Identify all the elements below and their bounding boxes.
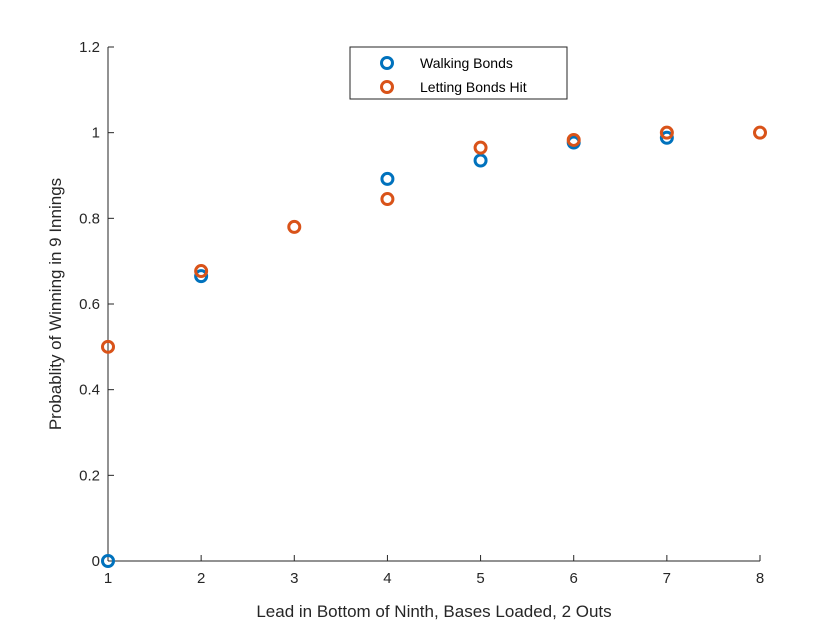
y-tick-label: 0.6 — [79, 296, 100, 313]
point-walking-bonds — [473, 153, 488, 168]
x-tick-label: 3 — [290, 570, 298, 587]
point-letting-bonds-hit — [380, 192, 395, 207]
y-ticks: 0 0.2 0.4 0.6 0.8 1 1.2 — [79, 39, 114, 570]
point-letting-bonds-hit — [753, 125, 767, 140]
y-axis-title: Probablity of Winning in 9 Innings — [46, 178, 65, 430]
x-tick-label: 8 — [756, 570, 764, 587]
point-letting-bonds-hit — [473, 140, 488, 155]
x-tick-label: 4 — [383, 570, 391, 587]
point-letting-bonds-hit — [287, 219, 302, 234]
point-letting-bonds-hit — [566, 132, 581, 147]
x-axis-title: Lead in Bottom of Ninth, Bases Loaded, 2… — [256, 602, 611, 621]
y-tick-label: 0 — [92, 553, 100, 570]
point-letting-bonds-hit — [659, 125, 674, 140]
y-tick-label: 0.4 — [79, 382, 100, 399]
point-walking-bonds — [194, 269, 209, 284]
legend: Walking Bonds Letting Bonds Hit — [349, 46, 568, 100]
point-walking-bonds — [101, 554, 115, 568]
point-letting-bonds-hit — [194, 264, 209, 279]
y-tick-label: 0.2 — [79, 467, 100, 484]
legend-marker-letting-bonds-hit — [380, 80, 394, 94]
x-ticks: 1 2 3 4 5 6 7 8 — [104, 555, 764, 587]
legend-label-walking-bonds: Walking Bonds — [420, 55, 513, 71]
legend-label-letting-bonds-hit: Letting Bonds Hit — [420, 79, 527, 95]
point-walking-bonds — [659, 130, 674, 145]
legend-box — [349, 46, 568, 100]
x-tick-label: 1 — [104, 570, 112, 587]
y-tick-label: 1.2 — [79, 39, 100, 56]
legend-marker-walking-bonds — [380, 56, 394, 70]
x-tick-label: 2 — [197, 570, 205, 587]
x-tick-label: 7 — [663, 570, 671, 587]
point-letting-bonds-hit — [101, 339, 115, 354]
y-tick-label: 1 — [92, 125, 100, 142]
x-tick-label: 5 — [476, 570, 484, 587]
point-walking-bonds — [380, 171, 395, 186]
data-marks — [101, 125, 767, 568]
x-tick-label: 6 — [570, 570, 578, 587]
axes — [107, 47, 760, 562]
y-tick-label: 0.8 — [79, 210, 100, 227]
